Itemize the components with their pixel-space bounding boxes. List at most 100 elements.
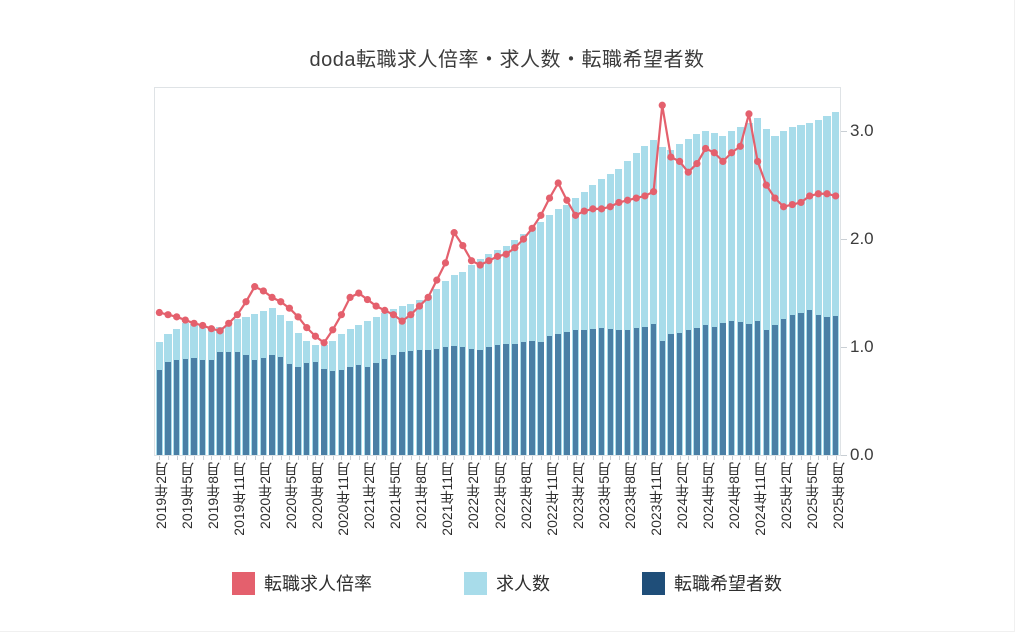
x-tick-mark (185, 456, 187, 460)
x-tick-mark (792, 456, 794, 460)
bar-jobseekers (252, 360, 258, 455)
x-tick-mark (748, 456, 750, 460)
bar-openings (719, 135, 727, 455)
bar-jobseekers (806, 310, 813, 455)
y-axis-tick-label: 0.0 (850, 445, 874, 464)
x-tick-mark (644, 456, 646, 460)
bar-jobseekers (199, 360, 206, 455)
line-marker (294, 313, 302, 321)
bar-group (181, 88, 189, 455)
line-marker (173, 313, 181, 321)
x-axis-tick-label: 2019年5月 (179, 462, 196, 529)
x-tick-mark (549, 456, 551, 460)
bar-openings (754, 118, 762, 455)
x-tick-mark (627, 456, 629, 460)
line-marker (277, 298, 285, 306)
bar-group (832, 88, 840, 455)
line-marker (485, 257, 493, 265)
legend-item[interactable]: 求人数 (464, 570, 550, 596)
x-tick-mark (835, 456, 837, 460)
line-marker (459, 241, 467, 250)
x-tick-mark (592, 456, 594, 460)
bar-group (606, 88, 614, 455)
x-tick-mark (532, 456, 534, 460)
x-tick-mark (800, 456, 802, 460)
line-path-ratio (158, 104, 837, 344)
bar-group (702, 88, 710, 455)
y-axis-tick-label: 3.0 (850, 121, 874, 141)
bar-group (277, 88, 285, 455)
bar-jobseekers (529, 340, 535, 455)
plot-area (155, 88, 847, 456)
line-marker (355, 289, 363, 297)
x-tick-mark (688, 456, 690, 460)
bar-jobseekers (711, 326, 717, 455)
line-marker (589, 205, 597, 213)
line-marker (476, 261, 484, 269)
line-marker (563, 196, 571, 204)
bar-jobseekers (503, 343, 509, 455)
legend-item[interactable]: 転職求人倍率 (232, 570, 372, 596)
bar-openings (806, 122, 814, 455)
bar-group (597, 88, 606, 455)
x-tick-mark (766, 456, 768, 460)
x-tick-mark (367, 456, 369, 460)
line-marker (667, 153, 675, 161)
bar-jobseekers (208, 360, 215, 455)
x-axis-tick-label: 2021年5月 (387, 462, 404, 529)
line-marker (285, 304, 293, 312)
bar-group (754, 88, 762, 455)
bar-jobseekers (234, 352, 241, 455)
legend-label: 求人数 (496, 574, 550, 594)
bar-group (788, 88, 796, 455)
line-marker (788, 200, 796, 209)
x-tick-mark (818, 456, 820, 460)
x-tick-mark (358, 456, 360, 460)
x-tick-mark (315, 456, 317, 460)
legend-item[interactable]: 転職希望者数 (642, 570, 782, 596)
bar-group (216, 88, 224, 455)
bar-group (485, 88, 493, 455)
bar-jobseekers (668, 334, 674, 455)
bar-jobseekers (173, 360, 180, 455)
line-series-svg (155, 101, 840, 347)
bar-openings (554, 208, 562, 455)
bar-group (519, 88, 528, 455)
x-tick-mark (202, 456, 204, 460)
bar-jobseekers (616, 329, 622, 455)
bar-group (676, 88, 684, 455)
bar-group (467, 88, 476, 455)
bar-openings (537, 221, 545, 455)
x-tick-mark (506, 456, 508, 460)
x-axis-tick-label: 2024年8月 (725, 462, 742, 529)
x-axis-tick-label: 2020年2月 (257, 462, 274, 529)
x-tick-mark (731, 456, 733, 460)
x-tick-mark (679, 456, 681, 460)
bar-group (398, 88, 406, 455)
bar-group (762, 88, 770, 455)
bar-group (303, 88, 311, 455)
bar-openings (606, 174, 614, 455)
line-marker (693, 159, 701, 168)
line-marker (225, 319, 233, 327)
line-marker (754, 157, 762, 165)
bar-openings (589, 185, 597, 455)
x-tick-mark (228, 456, 230, 460)
bar-group (363, 88, 371, 455)
y-tick-mark (841, 455, 847, 456)
bar-group (190, 88, 198, 455)
legend-label: 転職希望者数 (674, 574, 782, 594)
x-tick-mark (471, 456, 473, 460)
line-marker (615, 198, 623, 207)
line-marker (641, 192, 649, 200)
x-axis-tick-label: 2023年8月 (621, 462, 638, 529)
bar-jobseekers (824, 316, 830, 455)
x-tick-mark (350, 456, 352, 460)
bar-group (320, 88, 328, 455)
bar-jobseekers (434, 349, 440, 455)
line-marker (545, 194, 554, 202)
bar-jobseekers (416, 350, 423, 455)
bar-jobseekers (633, 327, 639, 455)
x-tick-mark (445, 456, 447, 460)
line-marker (745, 110, 753, 118)
